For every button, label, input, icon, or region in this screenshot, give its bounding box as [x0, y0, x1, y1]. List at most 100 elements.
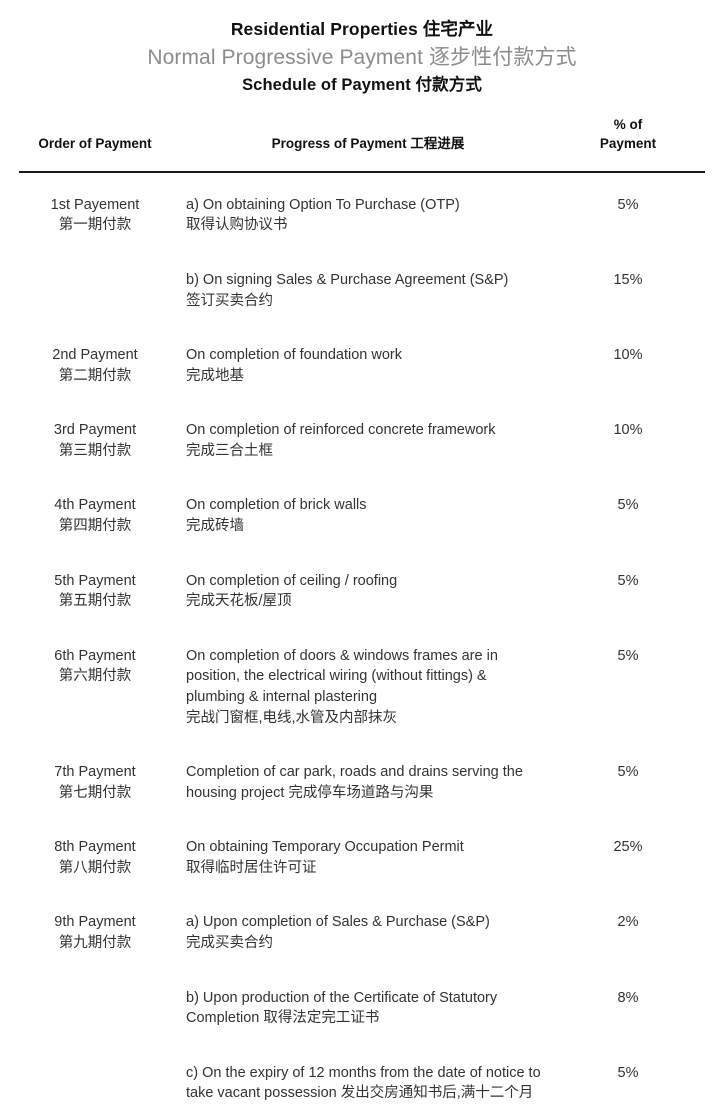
- table-row: 7th Payment 第七期付款 Completion of car park, …: [19, 742, 705, 817]
- order-label-cn: 第一期付款: [58, 217, 132, 234]
- cell-progress-of-payment: c) On the expiry of 12 months from the d…: [171, 1043, 551, 1118]
- order-label-en: 5th Payment: [54, 572, 136, 589]
- cell-order-of-payment: 6th Payment 第六期付款: [19, 626, 171, 742]
- page-subtitle-secondary: Schedule of Payment 付款方式: [242, 76, 482, 95]
- cell-percent-of-payment: 5%: [617, 572, 639, 589]
- progress-text-cn: 签订买卖合约: [186, 292, 273, 309]
- order-label-en: 6th Payment: [54, 647, 136, 664]
- order-label-en: 4th Payment: [54, 497, 136, 514]
- document-title-block: Residential Properties 住宅产业 Normal Progr…: [0, 0, 724, 97]
- progress-text-en: b) Upon production of the Certificate of…: [186, 989, 498, 1027]
- progress-text-en: On completion of doors & windows frames …: [186, 647, 498, 705]
- table-row: b) On signing Sales & Purchase Agreement…: [19, 250, 705, 325]
- progress-text-en: On obtaining Temporary Occupation Permit: [186, 839, 464, 856]
- table-row: 4th Payment 第四期付款 On completion of brick w…: [19, 475, 705, 550]
- cell-order-of-payment: 5th Payment 第五期付款: [19, 551, 171, 626]
- cell-order-of-payment: 7th Payment 第七期付款: [19, 742, 171, 817]
- cell-order-of-payment: 8th Payment 第八期付款: [19, 817, 171, 892]
- cell-progress-of-payment: Completion of car park, roads and drains…: [171, 742, 551, 817]
- progress-text-en: On completion of reinforced concrete fra…: [186, 422, 496, 439]
- cell-order-of-payment: 1st Payement 第一期付款: [19, 172, 171, 250]
- progress-text-cn: 取得认购协议书: [186, 217, 288, 234]
- order-label-cn: 第二期付款: [58, 367, 132, 384]
- table-row: 6th Payment 第六期付款 On completion of doors &…: [19, 626, 705, 742]
- cell-percent-of-payment: 5%: [617, 497, 639, 514]
- progress-text-cn: 取得临时居住许可证: [186, 859, 317, 876]
- column-header-percent-line1: % of: [613, 116, 643, 132]
- table-row: 2nd Payment 第二期付款 On completion of foundat…: [19, 325, 705, 400]
- order-label-en: 2nd Payment: [52, 347, 138, 364]
- column-header-percent: % of Payment: [551, 115, 705, 172]
- cell-percent-of-payment: 10%: [613, 422, 643, 439]
- table-row: 8th Payment 第八期付款 On obtaining Temporary O…: [19, 817, 705, 892]
- cell-progress-of-payment: On obtaining Temporary Occupation Permit…: [171, 817, 551, 892]
- cell-order-of-payment: [19, 250, 171, 325]
- cell-percent-of-payment: 5%: [617, 196, 639, 213]
- cell-percent-of-payment: 25%: [613, 839, 643, 856]
- order-label-cn: 第八期付款: [58, 859, 132, 876]
- table-row: 3rd Payment 第三期付款 On completion of reinfor…: [19, 400, 705, 475]
- progress-text-en: On completion of foundation work: [186, 347, 403, 364]
- order-label-en: 1st Payement: [50, 196, 140, 213]
- table-header: Order of Payment Progress of Payment 工程进…: [19, 115, 705, 172]
- table-row: 1st Payement 第一期付款 a) On obtaining Option …: [19, 172, 705, 250]
- order-label-cn: 第九期付款: [58, 934, 132, 951]
- order-label-cn: 第四期付款: [58, 518, 132, 535]
- page-title: Residential Properties 住宅产业: [230, 19, 494, 39]
- cell-percent-of-payment: 5%: [617, 647, 639, 664]
- progress-text-en: b) On signing Sales & Purchase Agreement…: [186, 271, 509, 288]
- progress-text-cn: 完成天花板/屋顶: [186, 593, 292, 610]
- order-label-cn: 第三期付款: [58, 442, 132, 459]
- order-label-cn: 第五期付款: [58, 593, 132, 610]
- progress-text-en: Completion of car park, roads and drains…: [186, 764, 523, 801]
- progress-text-en: On completion of ceiling / roofing: [186, 572, 398, 589]
- table-row: b) Upon production of the Certificate of…: [19, 968, 705, 1043]
- progress-text-cn: 完战门窗框,电线,水管及内部抹灰: [186, 709, 398, 726]
- column-header-percent-line2: Payment: [599, 136, 657, 152]
- table-row: 5th Payment 第五期付款 On completion of ceiling…: [19, 551, 705, 626]
- cell-percent-of-payment: 10%: [613, 347, 643, 364]
- cell-order-of-payment: 2nd Payment 第二期付款: [19, 325, 171, 400]
- column-header-order: Order of Payment: [38, 136, 152, 152]
- cell-progress-of-payment: On completion of brick walls 完成砖墙: [171, 475, 551, 550]
- progress-text-cn: 完成三合土框: [186, 442, 273, 459]
- cell-percent-of-payment: 5%: [617, 1064, 639, 1081]
- cell-percent-of-payment: 2%: [617, 914, 639, 931]
- cell-progress-of-payment: a) Upon completion of Sales & Purchase (…: [171, 892, 551, 967]
- cell-progress-of-payment: On completion of doors & windows frames …: [171, 626, 551, 742]
- cell-order-of-payment: [19, 1043, 171, 1118]
- cell-percent-of-payment: 5%: [617, 764, 639, 781]
- table-body: 1st Payement 第一期付款 a) On obtaining Option …: [19, 172, 705, 1118]
- page-subtitle: Normal Progressive Payment 逐步性付款方式: [147, 45, 577, 69]
- progress-text-en: a) Upon completion of Sales & Purchase (…: [186, 914, 490, 931]
- payment-schedule-table: Order of Payment Progress of Payment 工程进…: [19, 115, 705, 1118]
- progress-text-cn: 完成地基: [186, 367, 244, 384]
- order-label-cn: 第七期付款: [58, 784, 132, 801]
- progress-text-en: On completion of brick walls: [186, 497, 367, 514]
- cell-order-of-payment: 9th Payment 第九期付款: [19, 892, 171, 967]
- cell-order-of-payment: 4th Payment 第四期付款: [19, 475, 171, 550]
- order-label-en: 7th Payment: [54, 764, 136, 781]
- progress-text-cn: 完成砖墙: [186, 518, 244, 535]
- schedule-table-wrapper: Order of Payment Progress of Payment 工程进…: [0, 115, 724, 1118]
- cell-progress-of-payment: b) Upon production of the Certificate of…: [171, 968, 551, 1043]
- order-label-cn: 第六期付款: [58, 668, 132, 685]
- order-label-en: 9th Payment: [54, 914, 136, 931]
- progress-text-en: a) On obtaining Option To Purchase (OTP): [186, 196, 460, 213]
- cell-percent-of-payment: 8%: [617, 989, 639, 1006]
- progress-text-en: c) On the expiry of 12 months from the d…: [186, 1064, 541, 1102]
- progress-text-cn: 完成买卖合约: [186, 934, 273, 951]
- cell-progress-of-payment: a) On obtaining Option To Purchase (OTP)…: [171, 172, 551, 250]
- table-row: 9th Payment 第九期付款 a) Upon completion of Sa…: [19, 892, 705, 967]
- cell-progress-of-payment: On completion of reinforced concrete fra…: [171, 400, 551, 475]
- order-label-en: 8th Payment: [54, 839, 136, 856]
- order-label-en: 3rd Payment: [53, 422, 137, 439]
- cell-progress-of-payment: On completion of foundation work 完成地基: [171, 325, 551, 400]
- table-row: c) On the expiry of 12 months from the d…: [19, 1043, 705, 1118]
- cell-progress-of-payment: b) On signing Sales & Purchase Agreement…: [171, 250, 551, 325]
- column-header-progress: Progress of Payment 工程进展: [271, 136, 465, 152]
- cell-order-of-payment: 3rd Payment 第三期付款: [19, 400, 171, 475]
- cell-percent-of-payment: 15%: [613, 271, 643, 288]
- cell-order-of-payment: [19, 968, 171, 1043]
- cell-progress-of-payment: On completion of ceiling / roofing 完成天花板/…: [171, 551, 551, 626]
